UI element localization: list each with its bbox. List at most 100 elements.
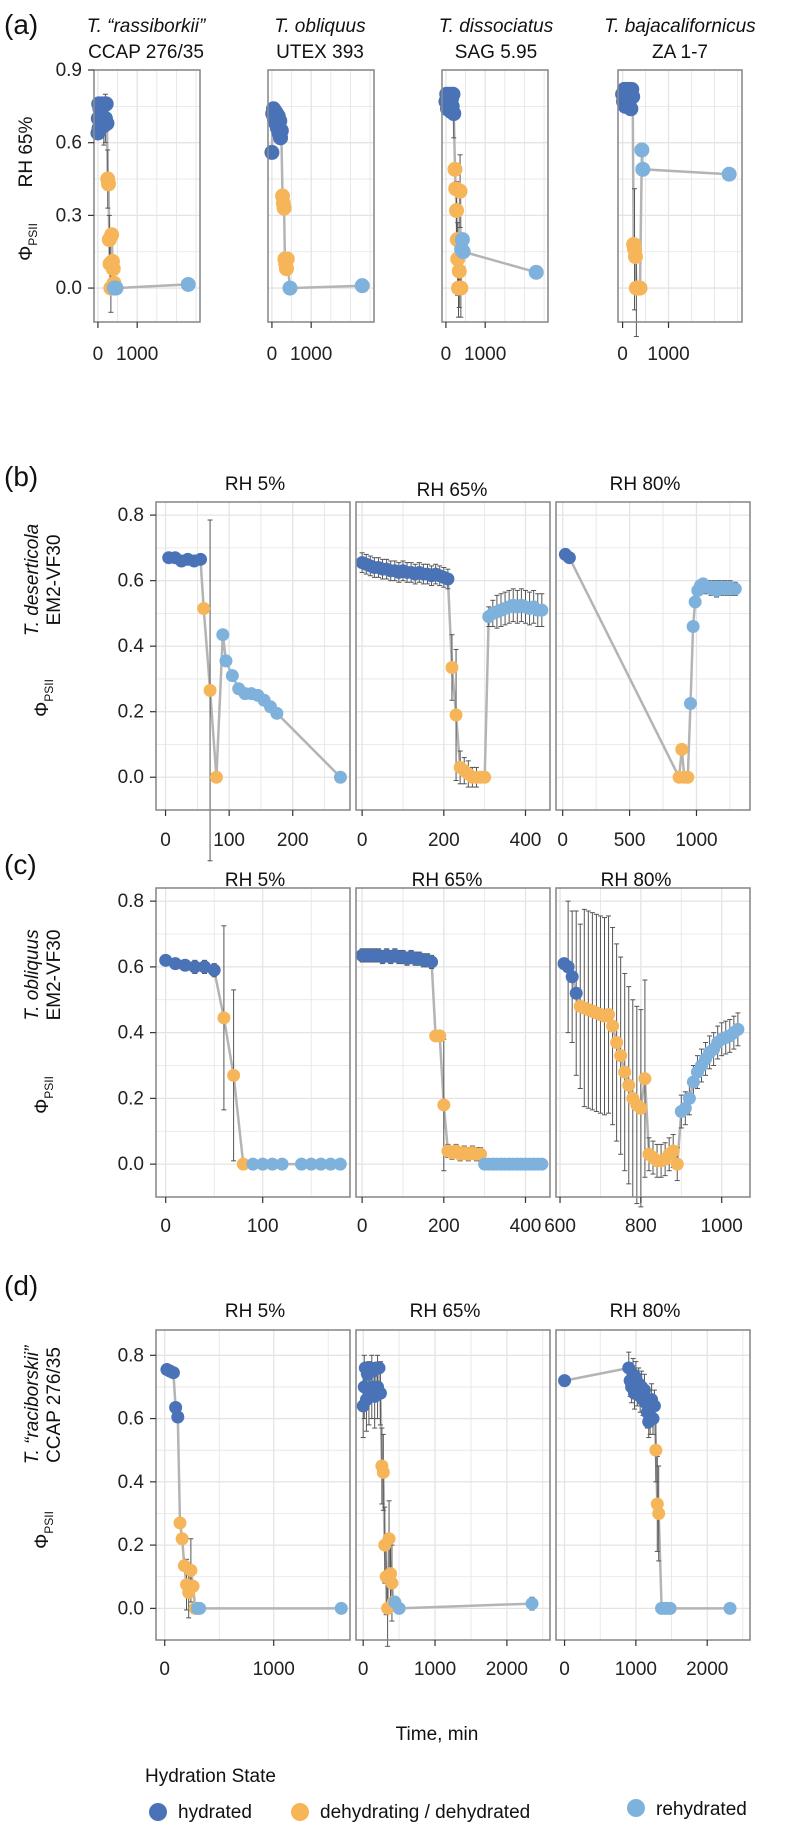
x-tick-label: 2000 (486, 1659, 528, 1680)
data-point-dehydrating (627, 249, 643, 265)
facet-a3-title-species: T. dissociatus (439, 16, 554, 37)
facet-background (356, 502, 550, 810)
data-point-hydrated (373, 1386, 387, 1400)
legend-title: Hydration State (145, 1766, 276, 1787)
phi-label-a: ΦPSII (16, 223, 40, 261)
data-point-rehydrated (225, 669, 239, 683)
data-point-hydrated (637, 1383, 651, 1397)
x-tick-label: 100 (213, 830, 245, 851)
y-tick-label: 0.4 (118, 1023, 145, 1044)
phi-label-d: ΦPSII (32, 1511, 56, 1549)
x-tick-label: 0 (559, 1659, 570, 1680)
panel-b-ylabel-species: T. deserticola (22, 524, 43, 636)
data-point-dehydrating (105, 261, 121, 277)
panel-b: (b) T. deserticola EM2-VF30 ΦPSII RH 5% … (4, 461, 680, 717)
data-point-dehydrating (433, 1029, 447, 1043)
data-point-rehydrated (721, 166, 737, 182)
facet-frame (355, 1329, 551, 1641)
panel-d-ylabel-strain: CCAP 276/35 (44, 1347, 65, 1463)
facet-1-1: 0 1000 (88, 69, 201, 365)
x-tick-label: 0 (441, 344, 452, 365)
data-point-dehydrating (452, 183, 468, 199)
x-tick-label: 1000 (615, 1659, 657, 1680)
legend-swatch-rehydrated (627, 1799, 645, 1817)
data-point-dehydrating (622, 1078, 636, 1092)
x-tick-label: 1000 (414, 1659, 456, 1680)
facet-a1-title-species: T. “rassiborkii” (87, 16, 207, 37)
panel-c: (c) T. obliquus EM2-VF30 ΦPSII RH 5% RH … (4, 849, 671, 1114)
x-tick-label: 200 (428, 1216, 460, 1237)
data-point-rehydrated (270, 706, 284, 720)
data-point-dehydrating (638, 1072, 652, 1086)
data-point-hydrated (99, 115, 115, 131)
facet-frame (441, 69, 549, 323)
y-tick-label: 0.2 (118, 1088, 144, 1109)
data-point-hydrated (425, 955, 439, 969)
y-tick-label: 0.6 (118, 1409, 144, 1430)
data-point-dehydrating (610, 1036, 624, 1049)
facet-b1-title: RH 5% (225, 474, 285, 495)
facet-a1-title-strain: CCAP 276/35 (88, 42, 204, 63)
data-point-rehydrated (193, 1601, 207, 1615)
x-tick-label: 0 (617, 344, 628, 365)
data-point-hydrated (273, 123, 289, 139)
data-point-rehydrated (535, 603, 549, 617)
data-point-dehydrating (376, 1465, 390, 1479)
panel-d-ylabel: T. “raciborskii” CCAP 276/35 ΦPSII (22, 1344, 65, 1549)
data-point-hydrated (562, 551, 576, 565)
data-point-dehydrating (675, 742, 689, 756)
panel-b-ylabel: T. deserticola EM2-VF30 ΦPSII (22, 524, 65, 717)
data-point-rehydrated (108, 280, 124, 296)
panel-2-plots: 0.0 0.2 0.4 0.6 0.8 0 100 200 0 200 400 0 500 1000 (118, 501, 751, 862)
x-tick-label: 1000 (701, 1216, 743, 1237)
data-point-dehydrating (478, 770, 492, 784)
facet-d2-title: RH 65% (410, 1301, 481, 1322)
facet-a4-title-species: T. bajacalifornicus (604, 16, 756, 37)
legend-label-hydrated: hydrated (178, 1802, 252, 1823)
data-point-hydrated (446, 106, 462, 122)
data-point-dehydrating (184, 1563, 198, 1577)
data-point-hydrated (98, 96, 114, 112)
x-tick-label: 400 (510, 830, 542, 851)
legend-swatch-hydrated (149, 1803, 167, 1821)
x-tick-label: 0 (159, 1659, 170, 1680)
data-point-hydrated (166, 1366, 180, 1380)
plot-area: 0.00.30.60.90 1000 0 1000 0 1000 0 10000.00.20.… (56, 60, 751, 1680)
data-point-rehydrated (686, 620, 700, 634)
data-point-rehydrated (314, 1157, 328, 1171)
facet-a2-title-strain: UTEX 393 (276, 42, 364, 63)
y-tick-label: 0.8 (118, 505, 144, 526)
panel-a-ylabel-rh: RH 65% (16, 117, 37, 188)
panel-c-ylabel: T. obliquus EM2-VF30 ΦPSII (22, 929, 65, 1114)
data-point-rehydrated (686, 1075, 700, 1089)
data-point-rehydrated (525, 1597, 539, 1611)
legend-label-rehydrated: rehydrated (656, 1799, 747, 1820)
facet-2-2: 0 200 400 (355, 501, 551, 851)
facet-2-1: 0 100 200 (150, 501, 351, 862)
facet-1-2: 0 1000 (264, 69, 375, 365)
facet-frame (93, 69, 201, 323)
data-point-rehydrated (216, 628, 230, 642)
facet-background (156, 888, 350, 1197)
panel-c-ylabel-strain: EM2-VF30 (44, 930, 65, 1021)
facet-frame (155, 887, 351, 1198)
facet-2-3: 0 500 1000 (555, 501, 751, 851)
facet-4-2: 0 1000 2000 (355, 1329, 551, 1680)
x-tick-label: 2000 (686, 1659, 728, 1680)
y-tick-label: 0.3 (56, 205, 82, 226)
facet-a4-title-strain: ZA 1-7 (652, 42, 708, 63)
panel-d: (d) T. “raciborskii” CCAP 276/35 ΦPSII R… (4, 1270, 680, 1549)
data-point-hydrated (194, 552, 208, 566)
data-point-dehydrating (186, 1579, 200, 1593)
facet-a3-title-strain: SAG 5.95 (455, 42, 537, 63)
x-tick-label: 1000 (647, 344, 689, 365)
x-tick-label: 0 (357, 1216, 368, 1237)
data-point-dehydrating (634, 1101, 648, 1115)
x-tick-label: 100 (247, 1216, 279, 1237)
x-tick-label: 1000 (675, 830, 717, 851)
data-point-dehydrating (453, 280, 469, 296)
data-point-hydrated (558, 1374, 572, 1388)
data-point-hydrated (445, 86, 461, 102)
data-point-rehydrated (180, 276, 196, 292)
